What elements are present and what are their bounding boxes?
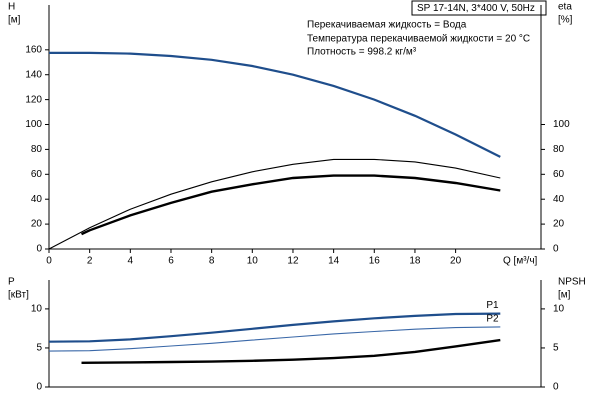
y2-tick-label: 10 xyxy=(553,304,565,315)
x-tick-label: 16 xyxy=(369,256,381,267)
x-tick-label: 14 xyxy=(328,256,340,267)
y-axis-label: [кВт] xyxy=(8,290,29,301)
y-tick-label: 80 xyxy=(31,144,43,155)
y2-axis-label: eta xyxy=(558,2,572,13)
x-tick-label: 20 xyxy=(450,256,462,267)
annotation: Плотность = 998.2 кг/м³ xyxy=(307,47,417,58)
x-axis-label: Q [м³/ч] xyxy=(503,256,538,267)
y2-tick-label: 80 xyxy=(553,144,565,155)
curve xyxy=(48,326,501,352)
legend-label: P2 xyxy=(486,314,499,325)
y2-tick-label: 20 xyxy=(553,219,565,230)
y2-tick-label: 0 xyxy=(553,382,559,393)
x-tick-label: 18 xyxy=(409,256,421,267)
annotation: Перекачиваемая жидкость = Вода xyxy=(307,20,467,31)
y-tick-label: 120 xyxy=(25,94,42,105)
y-tick-label: 140 xyxy=(25,69,42,80)
curve xyxy=(49,51,501,158)
x-tick-label: 8 xyxy=(209,256,215,267)
x-tick-label: 10 xyxy=(247,256,259,267)
y2-axis-label: [%] xyxy=(558,15,573,26)
y-tick-label: 5 xyxy=(36,343,42,354)
y-tick-label: 160 xyxy=(25,44,42,55)
y-axis-label: H xyxy=(8,2,15,13)
y2-tick-label: 40 xyxy=(553,194,565,205)
y-tick-label: 10 xyxy=(31,304,43,315)
y2-tick-label: 100 xyxy=(553,119,570,130)
curve xyxy=(48,312,501,343)
y2-tick-label: 5 xyxy=(553,343,559,354)
y2-tick-label: 0 xyxy=(553,244,559,255)
x-tick-label: 6 xyxy=(168,256,174,267)
y-tick-label: 20 xyxy=(31,219,43,230)
x-tick-label: 0 xyxy=(46,256,52,267)
y2-tick-label: 60 xyxy=(553,169,565,180)
y-tick-label: 100 xyxy=(25,119,42,130)
curve xyxy=(81,338,501,364)
y-tick-label: 40 xyxy=(31,194,43,205)
y-axis-label: [м] xyxy=(8,15,21,26)
x-tick-label: 12 xyxy=(287,256,299,267)
y2-axis-label: [м] xyxy=(558,290,571,301)
y-axis-label: P xyxy=(8,277,15,288)
curve xyxy=(48,158,501,250)
legend-label: P1 xyxy=(486,300,499,311)
curve xyxy=(80,174,501,236)
annotation: Температура перекачиваемой жидкости = 20… xyxy=(307,34,530,45)
x-tick-label: 4 xyxy=(128,256,134,267)
pump-model: SP 17-14N, 3*400 V, 50Hz xyxy=(417,3,535,14)
y-tick-label: 0 xyxy=(36,244,42,255)
x-tick-label: 2 xyxy=(87,256,93,267)
y-tick-label: 0 xyxy=(36,382,42,393)
info-box xyxy=(411,0,547,16)
y2-axis-label: NPSH xyxy=(558,277,586,288)
y-tick-label: 60 xyxy=(31,169,43,180)
